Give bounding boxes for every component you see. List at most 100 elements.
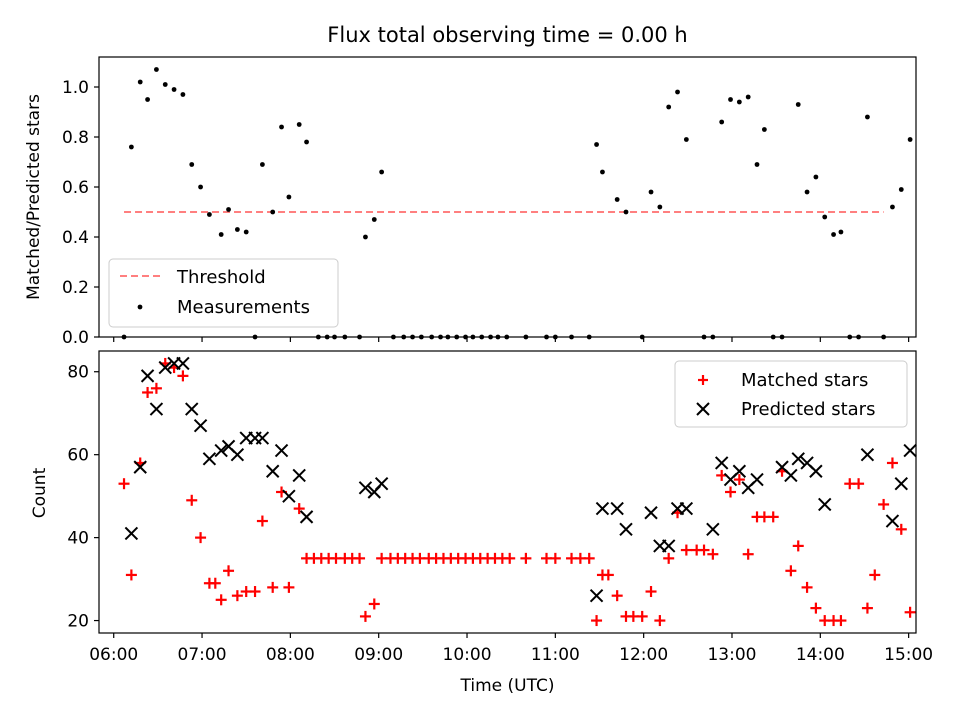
measurement-point bbox=[754, 162, 760, 167]
predicted-star-point bbox=[714, 456, 729, 470]
legend-predicted-swatch bbox=[696, 402, 710, 416]
predicted-star-point bbox=[791, 452, 805, 466]
matched-star-point bbox=[223, 565, 235, 577]
matched-star-point bbox=[733, 474, 745, 486]
x-axis-label: Time (UTC) bbox=[460, 676, 555, 696]
measurement-point bbox=[226, 207, 231, 212]
matched-star-point bbox=[267, 581, 279, 593]
matched-star-point bbox=[663, 552, 675, 564]
predicted-star-point bbox=[149, 402, 164, 416]
predicted-star-point bbox=[589, 588, 604, 603]
measurement-point bbox=[137, 79, 143, 85]
matched-star-point bbox=[767, 511, 779, 523]
predicted-star-point bbox=[292, 468, 306, 483]
measurement-point bbox=[218, 232, 224, 237]
legend-measurements-label: Measurements bbox=[177, 297, 310, 318]
bottom-y-tick-label: 80 bbox=[67, 363, 89, 383]
measurement-point bbox=[795, 102, 801, 107]
legend-predicted-label: Predicted stars bbox=[741, 399, 875, 420]
measurement-point bbox=[736, 99, 742, 105]
predicted-star-point bbox=[230, 447, 245, 462]
measurement-point bbox=[614, 197, 620, 202]
x-tick-label: 15:00 bbox=[884, 645, 933, 665]
measurement-point bbox=[198, 184, 203, 190]
predicted-star-point bbox=[595, 501, 610, 516]
matched-star-point bbox=[698, 544, 710, 556]
matched-star-point bbox=[810, 602, 822, 614]
top-y-tick-label: 0.6 bbox=[62, 178, 89, 198]
measurement-point bbox=[898, 187, 904, 192]
matched-star-point bbox=[742, 548, 754, 560]
predicted-star-point bbox=[750, 472, 764, 487]
matched-star-point bbox=[125, 569, 137, 581]
matched-star-point bbox=[209, 577, 221, 589]
measurement-point bbox=[304, 139, 309, 145]
measurement-point bbox=[675, 89, 680, 95]
predicted-star-point bbox=[202, 452, 217, 466]
matched-star-point bbox=[886, 457, 898, 469]
legend-threshold-label: Threshold bbox=[176, 267, 266, 288]
bottom-y-tick-label: 60 bbox=[67, 446, 89, 466]
predicted-star-point bbox=[644, 506, 658, 520]
predicted-star-point bbox=[282, 489, 296, 503]
measurement-point bbox=[379, 169, 385, 175]
predicted-star-point bbox=[610, 501, 624, 516]
top-y-tick-label: 0.0 bbox=[62, 328, 89, 348]
matched-star-point bbox=[583, 552, 595, 564]
measurement-point bbox=[171, 87, 177, 92]
matched-star-point bbox=[142, 386, 154, 398]
measurement-point bbox=[145, 97, 150, 102]
matched-star-point bbox=[835, 615, 847, 627]
predicted-star-point bbox=[374, 476, 389, 491]
top-legend: Threshold Measurements bbox=[108, 258, 339, 328]
predicted-star-point bbox=[885, 514, 900, 528]
measurement-point bbox=[822, 214, 828, 220]
bottom-legend-box bbox=[674, 360, 908, 428]
bottom-panel-data bbox=[118, 356, 917, 627]
matched-star-point bbox=[354, 552, 366, 564]
bottom-y-axis-label: Count bbox=[30, 467, 50, 518]
predicted-star-point bbox=[274, 443, 289, 458]
x-tick-label: 09:00 bbox=[354, 645, 403, 665]
predicted-star-point bbox=[784, 468, 798, 483]
predicted-star-point bbox=[185, 402, 199, 416]
matched-star-point bbox=[785, 565, 797, 577]
measurement-point bbox=[260, 162, 265, 167]
matched-star-point bbox=[249, 586, 261, 598]
matched-star-point bbox=[231, 590, 243, 602]
measurement-point bbox=[600, 169, 605, 175]
predicted-star-point bbox=[818, 497, 832, 512]
measurement-point bbox=[623, 209, 629, 215]
matched-star-point bbox=[801, 581, 813, 593]
measurement-point bbox=[279, 124, 284, 130]
predicted-star-point bbox=[255, 431, 270, 445]
predicted-star-point bbox=[679, 501, 694, 516]
measurement-point bbox=[296, 122, 302, 127]
matched-star-point bbox=[359, 610, 371, 622]
matched-star-point bbox=[368, 598, 380, 610]
x-tick-label: 08:00 bbox=[266, 645, 315, 665]
predicted-star-point bbox=[133, 460, 147, 474]
matched-star-point bbox=[725, 486, 737, 498]
predicted-star-point bbox=[176, 356, 190, 371]
x-tick-label: 11:00 bbox=[531, 645, 580, 665]
predicted-star-point bbox=[299, 510, 314, 524]
predicted-star-point bbox=[265, 464, 280, 478]
measurement-point bbox=[207, 212, 212, 217]
bottom-y-tick-label: 40 bbox=[67, 529, 89, 549]
bottom-panel-frame bbox=[98, 350, 917, 634]
x-tick-label: 06:00 bbox=[89, 645, 138, 665]
legend-matched-label: Matched stars bbox=[741, 370, 868, 391]
predicted-star-point bbox=[193, 418, 208, 433]
measurement-point bbox=[804, 189, 810, 195]
measurement-point bbox=[648, 189, 654, 195]
measurement-point bbox=[371, 217, 377, 222]
predicted-star-point bbox=[358, 481, 373, 495]
measurement-point bbox=[719, 119, 725, 125]
measurement-point bbox=[270, 209, 276, 215]
measurement-point bbox=[666, 104, 672, 110]
measurement-point bbox=[243, 229, 249, 235]
matched-star-point bbox=[878, 498, 890, 510]
top-y-tick-label: 0.8 bbox=[62, 128, 89, 148]
